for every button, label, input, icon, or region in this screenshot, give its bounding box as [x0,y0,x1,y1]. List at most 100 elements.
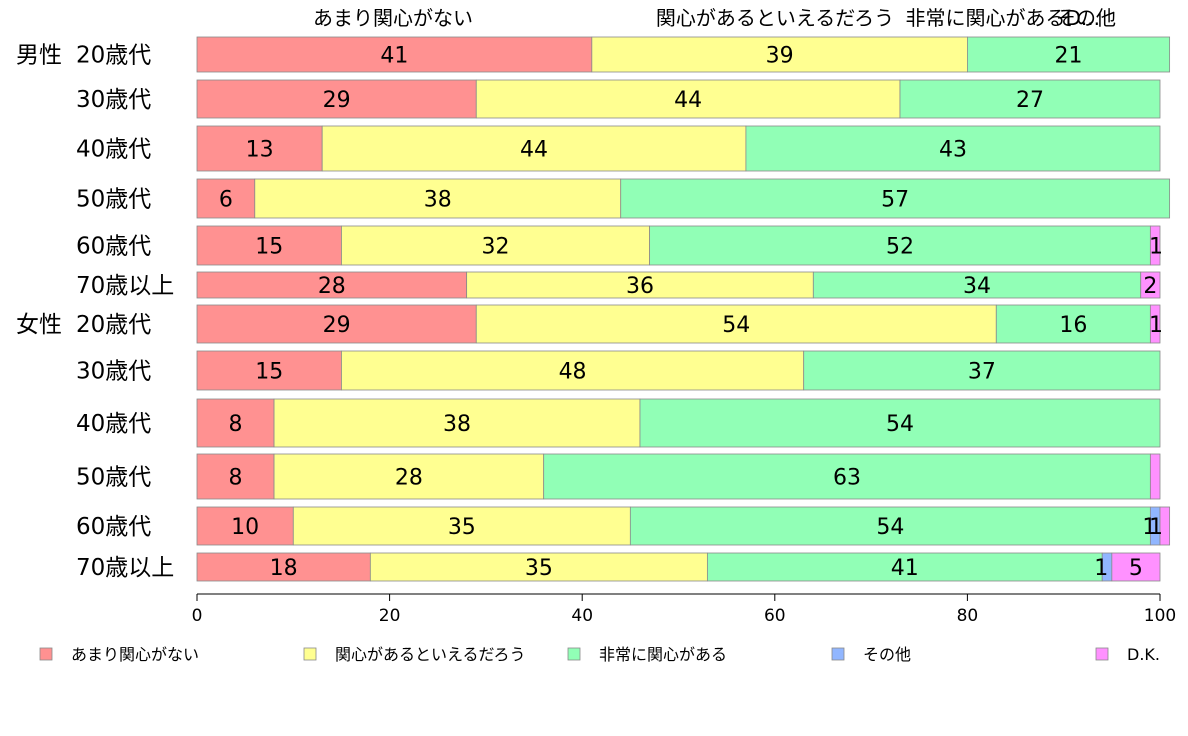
legend-swatch [567,647,581,661]
segment-very-interested [899,79,1161,119]
legend-swatch [831,647,845,661]
segment-somewhat-interested [321,125,747,172]
segment-dk [1149,225,1161,266]
value-label: 32 [482,235,510,260]
value-label: 38 [443,412,471,437]
legend-item-dk: D.K. [1095,645,1160,664]
x-axis: 0 20 40 60 80 100 [192,593,1176,626]
value-label: 29 [323,313,351,338]
segment-not-very-interested [196,225,342,266]
segment-not-very-interested [196,453,275,500]
legend-label: D.K. [1127,645,1160,664]
x-tick-label: 100 [1144,606,1176,626]
segment-somewhat-interested [254,178,622,219]
value-label: 1 [1149,235,1163,260]
legend-item-not-very-interested: あまり関心がない [39,645,199,664]
row-label: 70歳以上 [76,555,174,581]
segment-very-interested [812,271,1142,299]
segment-not-very-interested [196,178,256,219]
row-label: 50歳代 [76,465,151,491]
value-label: 15 [255,360,283,385]
value-label: 6 [219,188,233,213]
segment-very-interested [639,398,1161,448]
value-label: 43 [939,138,967,163]
segment-somewhat-interested [341,225,651,266]
row-label: 60歳代 [76,234,151,260]
x-tick-label: 60 [764,606,786,626]
segment-not-very-interested [196,125,323,172]
row-label: 40歳代 [76,411,151,437]
segment-very-interested [706,552,1103,582]
legend-swatch [303,647,317,661]
value-label: 5 [1129,556,1143,581]
value-label: 1 [1094,556,1108,581]
value-label: 27 [1016,88,1044,113]
segment-very-interested [967,36,1171,73]
value-label: 38 [424,188,452,213]
legend-item-somewhat-interested: 関心があるといえるだろう [303,645,526,664]
row-label: 60歳代 [76,514,151,540]
legend-swatch [1095,647,1109,661]
segment-very-interested [745,125,1161,172]
segment-very-interested [629,506,1151,546]
x-tick-label: 20 [379,606,401,626]
segment-somewhat-interested [273,398,641,448]
x-tick-label: 80 [957,606,979,626]
group-label: 男性 [16,43,62,69]
segment-not-very-interested [196,350,342,391]
segment-not-very-interested [196,506,294,546]
segment-very-interested [649,225,1151,266]
legend-label: 非常に関心がある [599,645,727,664]
segment-somewhat-interested [475,79,901,119]
value-label: 16 [1059,313,1087,338]
value-label: 35 [448,515,476,540]
segment-dk [1111,552,1161,582]
value-label: 54 [886,412,914,437]
segment-not-very-interested [196,79,477,119]
row-labels: 20歳代 30歳代 40歳代 50歳代 60歳代 70歳以上 20歳代 30歳代 40歳代 50歳… [16,43,174,582]
legend-label: 関心があるといえるだろう [335,645,526,664]
value-label: 1 [1142,515,1156,540]
legend-item-other: その他 [831,645,911,664]
segment-not-very-interested [196,36,593,73]
value-label: 63 [833,466,861,491]
x-tick-label: 40 [571,606,593,626]
segment-not-very-interested [196,552,371,582]
group-label: 女性 [16,312,62,338]
value-label: 39 [766,44,794,69]
segment-very-interested [995,304,1151,344]
row-label: 30歳代 [76,359,151,385]
value-label: 44 [674,88,702,113]
segment-somewhat-interested [341,350,805,391]
value-label: 48 [559,360,587,385]
value-label: 41 [380,44,408,69]
value-label: 13 [246,138,274,163]
legend-label: その他 [863,645,911,664]
value-label: 28 [318,274,346,299]
segment-very-interested [803,350,1161,391]
value-label: 1 [1149,515,1163,540]
value-label: 8 [229,412,243,437]
value-label: 29 [323,88,351,113]
row-label: 40歳代 [76,137,151,163]
segment-dk [1140,271,1161,299]
value-label: 28 [395,466,423,491]
row-label: 20歳代 [76,312,151,338]
value-label: 52 [886,235,914,260]
legend-label: あまり関心がない [71,645,199,664]
value-label: 15 [255,235,283,260]
segment-not-very-interested [196,271,468,299]
value-label: 54 [876,515,904,540]
value-label: 8 [229,466,243,491]
top-label-not-very-interested: あまり関心がない [313,6,473,30]
value-label: 34 [963,274,991,299]
segment-dk [1159,506,1171,546]
legend-swatch [39,647,53,661]
row-label: 70歳以上 [76,273,174,299]
top-label-somewhat-interested: 関心があるといえるだろう [656,6,894,30]
row-label: 30歳代 [76,87,151,113]
top-label-very-interested: 非常に関心があるD... [906,6,1100,30]
legend: あまり関心がない 関心があるといえるだろう 非常に関心がある その他 D.K. [39,645,1160,664]
